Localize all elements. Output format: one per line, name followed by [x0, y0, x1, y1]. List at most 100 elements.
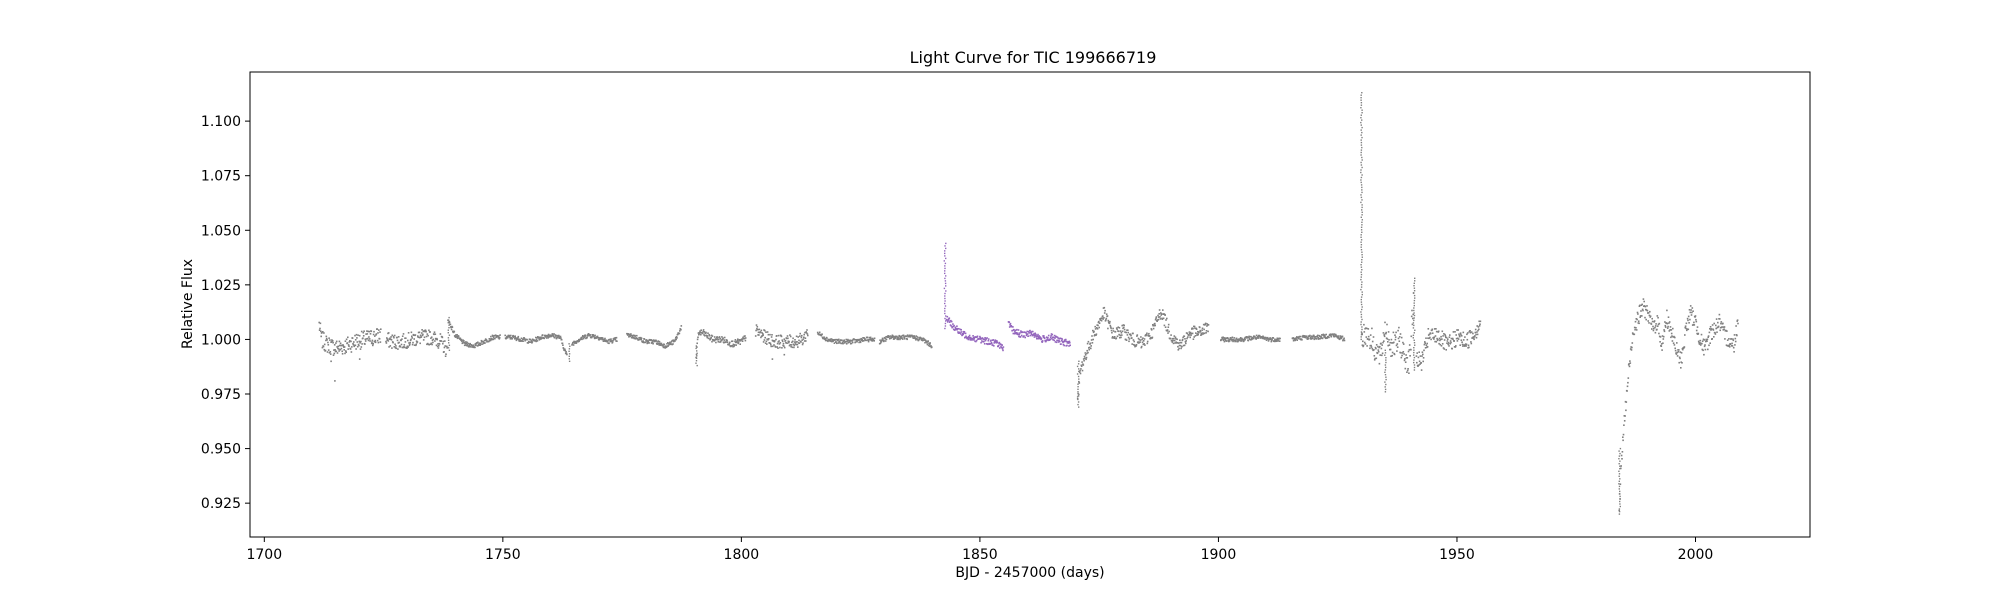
- flux-point: [1373, 359, 1376, 361]
- flux-point: [362, 331, 365, 334]
- flux-point: [1265, 339, 1268, 341]
- flux-point: [719, 341, 722, 343]
- flux-point: [410, 331, 413, 334]
- flux-point: [1363, 323, 1365, 326]
- flux-point: [367, 339, 370, 342]
- flux-point: [893, 337, 895, 339]
- flux-point: [1623, 420, 1626, 422]
- flux-point: [1634, 320, 1637, 323]
- flux-point: [1197, 333, 1199, 336]
- flux-point: [1647, 312, 1650, 314]
- flux-point: [952, 323, 954, 325]
- flux-point: [864, 338, 866, 340]
- x-axis-label: BJD - 2457000 (days): [955, 565, 1104, 581]
- flux-point: [1388, 344, 1391, 346]
- flux-point: [772, 345, 774, 348]
- flux-point: [779, 342, 782, 344]
- flux-point: [1397, 329, 1399, 332]
- flux-point: [726, 339, 728, 342]
- flux-point: [1419, 355, 1422, 357]
- flux-point: [1266, 336, 1269, 339]
- flux-point: [636, 334, 638, 337]
- flux-point: [1411, 309, 1413, 312]
- flux-point: [1321, 337, 1324, 340]
- flux-point: [1437, 338, 1439, 341]
- flux-point: [648, 342, 650, 344]
- y-tick-label: 0.925: [201, 496, 241, 512]
- flux-point: [1418, 351, 1420, 353]
- flux-point: [1091, 335, 1093, 337]
- flux-point: [992, 339, 995, 341]
- flux-point: [447, 329, 449, 331]
- flux-point: [768, 338, 770, 340]
- flux-point: [1475, 333, 1477, 336]
- flux-point: [1202, 332, 1204, 334]
- flux-point: [461, 342, 464, 344]
- flux-point: [587, 333, 590, 335]
- flux-point: [737, 342, 739, 345]
- flux-point: [1716, 326, 1719, 329]
- flux-point: [944, 282, 947, 285]
- flux-point: [659, 342, 661, 345]
- flux-point: [464, 344, 467, 346]
- flux-outlier: [330, 360, 332, 363]
- flux-point: [1155, 317, 1157, 320]
- flux-point: [700, 329, 702, 331]
- flux-point: [1364, 343, 1367, 345]
- flux-point: [1621, 458, 1623, 460]
- flux-point: [1673, 335, 1675, 338]
- flux-point: [1271, 338, 1273, 341]
- flux-point: [1412, 334, 1415, 336]
- flux-point: [1618, 455, 1621, 457]
- flux-point: [1619, 490, 1621, 493]
- flux-point: [1193, 325, 1196, 328]
- flux-point: [1087, 351, 1089, 354]
- flux-point: [1360, 179, 1362, 181]
- flux-point: [1206, 323, 1209, 325]
- flux-point: [482, 341, 485, 343]
- flux-point: [1679, 351, 1682, 353]
- flux-point: [1431, 329, 1433, 332]
- flux-point: [698, 333, 701, 335]
- flux-point: [956, 328, 958, 331]
- flux-point: [1697, 340, 1700, 343]
- flux-point: [387, 332, 390, 334]
- flux-point: [614, 338, 617, 341]
- flux-point: [1010, 325, 1013, 327]
- flux-point: [713, 340, 716, 342]
- flux-point: [1618, 510, 1621, 513]
- flux-point: [1092, 331, 1095, 334]
- flux-point: [1135, 345, 1137, 347]
- flux-point: [643, 338, 646, 340]
- flux-point: [1385, 366, 1387, 369]
- flux-point: [1080, 364, 1083, 367]
- flux-point: [1301, 339, 1303, 341]
- flux-point: [780, 335, 783, 338]
- flux-point: [426, 333, 429, 335]
- flux-point: [368, 338, 371, 340]
- flux-point: [459, 337, 462, 340]
- flux-point: [376, 328, 378, 330]
- flux-point: [1107, 319, 1110, 322]
- flux-point: [807, 334, 809, 337]
- flux-point: [990, 341, 993, 344]
- flux-point: [1370, 344, 1372, 347]
- flux-point: [380, 328, 382, 330]
- flux-point: [1027, 335, 1030, 337]
- flux-point: [1703, 353, 1705, 356]
- flux-point: [1379, 354, 1381, 356]
- flux-outlier: [334, 380, 336, 382]
- flux-point: [1625, 401, 1628, 403]
- flux-point: [946, 319, 948, 321]
- flux-point: [1657, 316, 1659, 319]
- flux-point: [1636, 311, 1639, 314]
- flux-point: [1254, 336, 1256, 338]
- flux-point: [351, 346, 353, 348]
- flux-point: [1361, 206, 1363, 209]
- flux-point: [1360, 296, 1363, 298]
- flux-point: [704, 334, 706, 337]
- flux-point: [1385, 378, 1387, 381]
- flux-point: [715, 338, 718, 341]
- flux-point: [1647, 320, 1649, 322]
- flux-point: [1093, 330, 1095, 333]
